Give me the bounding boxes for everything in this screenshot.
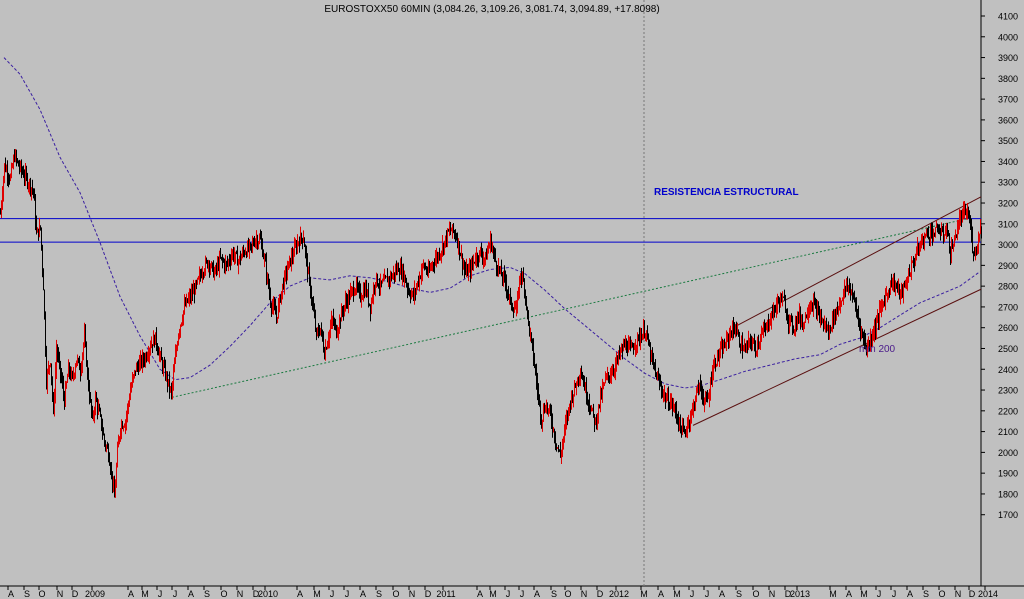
x-tick-label: A xyxy=(658,589,664,599)
x-tick-label: M xyxy=(640,589,648,599)
chart-title: EUROSTOXX50 60MIN (3,084.26, 3,109.26, 3… xyxy=(324,4,659,15)
x-tick-label: A xyxy=(719,589,725,599)
x-tick-label: A xyxy=(128,589,134,599)
x-tick-label: 2013 xyxy=(790,589,810,599)
x-tick-label: S xyxy=(204,589,210,599)
x-tick-label: A xyxy=(907,589,913,599)
y-tick-label: 3700 xyxy=(998,95,1018,105)
y-tick-label: 2600 xyxy=(998,323,1018,333)
x-tick-label: 2014 xyxy=(978,589,998,599)
y-tick-label: 3100 xyxy=(998,219,1018,229)
y-tick-label: 3300 xyxy=(998,178,1018,188)
price-axis-background xyxy=(981,0,1024,586)
y-tick-label: 2800 xyxy=(998,282,1018,292)
x-tick-label: 2011 xyxy=(436,589,455,599)
x-tick-label: N xyxy=(581,589,588,599)
x-tick-label: S xyxy=(24,589,30,599)
y-tick-label: 2000 xyxy=(998,448,1018,458)
x-tick-label: A xyxy=(8,589,14,599)
x-tick-label: A xyxy=(846,589,852,599)
x-tick-label: N xyxy=(409,589,416,599)
x-tick-label: J xyxy=(158,589,163,599)
x-tick-label: S xyxy=(736,589,742,599)
x-tick-label: M xyxy=(829,589,837,599)
y-tick-label: 3600 xyxy=(998,115,1018,125)
y-tick-label: 2500 xyxy=(998,344,1018,354)
x-tick-label: J xyxy=(506,589,511,599)
y-axis: 1700 1800 1900 2000 2100 2200 2300 2400 2500 2600… xyxy=(981,12,1018,520)
y-tick-label: 3900 xyxy=(998,53,1018,63)
x-tick-label: O xyxy=(38,589,45,599)
x-tick-label: J xyxy=(330,589,335,599)
x-tick-label: M xyxy=(673,589,681,599)
x-tick-label: M xyxy=(489,589,497,599)
x-tick-label: S xyxy=(551,589,557,599)
x-tick-label: O xyxy=(220,589,227,599)
x-tick-label: O xyxy=(564,589,571,599)
x-tick-label: N xyxy=(769,589,776,599)
x-tick-label: D xyxy=(253,589,260,599)
x-tick-label: A xyxy=(297,589,303,599)
y-tick-label: 4000 xyxy=(998,32,1018,42)
x-tick-label: A xyxy=(477,589,483,599)
y-tick-label: 2400 xyxy=(998,365,1018,375)
x-tick-label: D xyxy=(785,589,792,599)
x-tick-label: D xyxy=(425,589,432,599)
mm200-annotation: mm 200 xyxy=(859,344,896,355)
y-tick-label: 1700 xyxy=(998,510,1018,520)
x-tick-label: J xyxy=(173,589,178,599)
x-tick-label: 2010 xyxy=(258,589,278,599)
y-tick-label: 1800 xyxy=(998,489,1018,499)
x-tick-label: M xyxy=(860,589,868,599)
x-tick-label: A xyxy=(360,589,366,599)
x-tick-label: J xyxy=(345,589,350,599)
x-tick-label: 2009 xyxy=(85,589,105,599)
x-tick-label: 2012 xyxy=(609,589,629,599)
x-tick-label: S xyxy=(376,589,382,599)
x-tick-label: D xyxy=(72,589,79,599)
resistance-annotation: RESISTENCIA ESTRUCTURAL xyxy=(654,187,799,198)
x-tick-label: A xyxy=(534,589,540,599)
x-tick-label: J xyxy=(892,589,897,599)
y-tick-label: 3200 xyxy=(998,199,1018,209)
y-tick-label: 4100 xyxy=(998,12,1018,22)
x-tick-label: D xyxy=(969,589,976,599)
channel-lower-line xyxy=(692,288,982,426)
y-tick-label: 3800 xyxy=(998,74,1018,84)
x-tick-label: J xyxy=(520,589,525,599)
y-tick-label: 2700 xyxy=(998,302,1018,312)
y-tick-label: 3000 xyxy=(998,240,1018,250)
x-tick-label: N xyxy=(237,589,244,599)
x-tick-label: D xyxy=(597,589,604,599)
x-tick-label: S xyxy=(923,589,929,599)
x-tick-label: N xyxy=(955,589,962,599)
y-tick-label: 2200 xyxy=(998,406,1018,416)
y-tick-label: 2300 xyxy=(998,386,1018,396)
x-tick-label: J xyxy=(690,589,695,599)
y-tick-label: 3400 xyxy=(998,157,1018,167)
plot-area xyxy=(0,57,982,498)
x-tick-label: O xyxy=(938,589,945,599)
y-tick-label: 3500 xyxy=(998,136,1018,146)
y-tick-label: 2100 xyxy=(998,427,1018,437)
x-tick-label: N xyxy=(57,589,64,599)
x-tick-label: O xyxy=(392,589,399,599)
x-tick-label: M xyxy=(313,589,321,599)
x-tick-label: O xyxy=(752,589,759,599)
x-tick-label: M xyxy=(141,589,149,599)
x-tick-label: J xyxy=(705,589,710,599)
y-tick-label: 1900 xyxy=(998,469,1018,479)
y-tick-label: 2900 xyxy=(998,261,1018,271)
x-tick-label: J xyxy=(877,589,882,599)
x-tick-label: A xyxy=(188,589,194,599)
